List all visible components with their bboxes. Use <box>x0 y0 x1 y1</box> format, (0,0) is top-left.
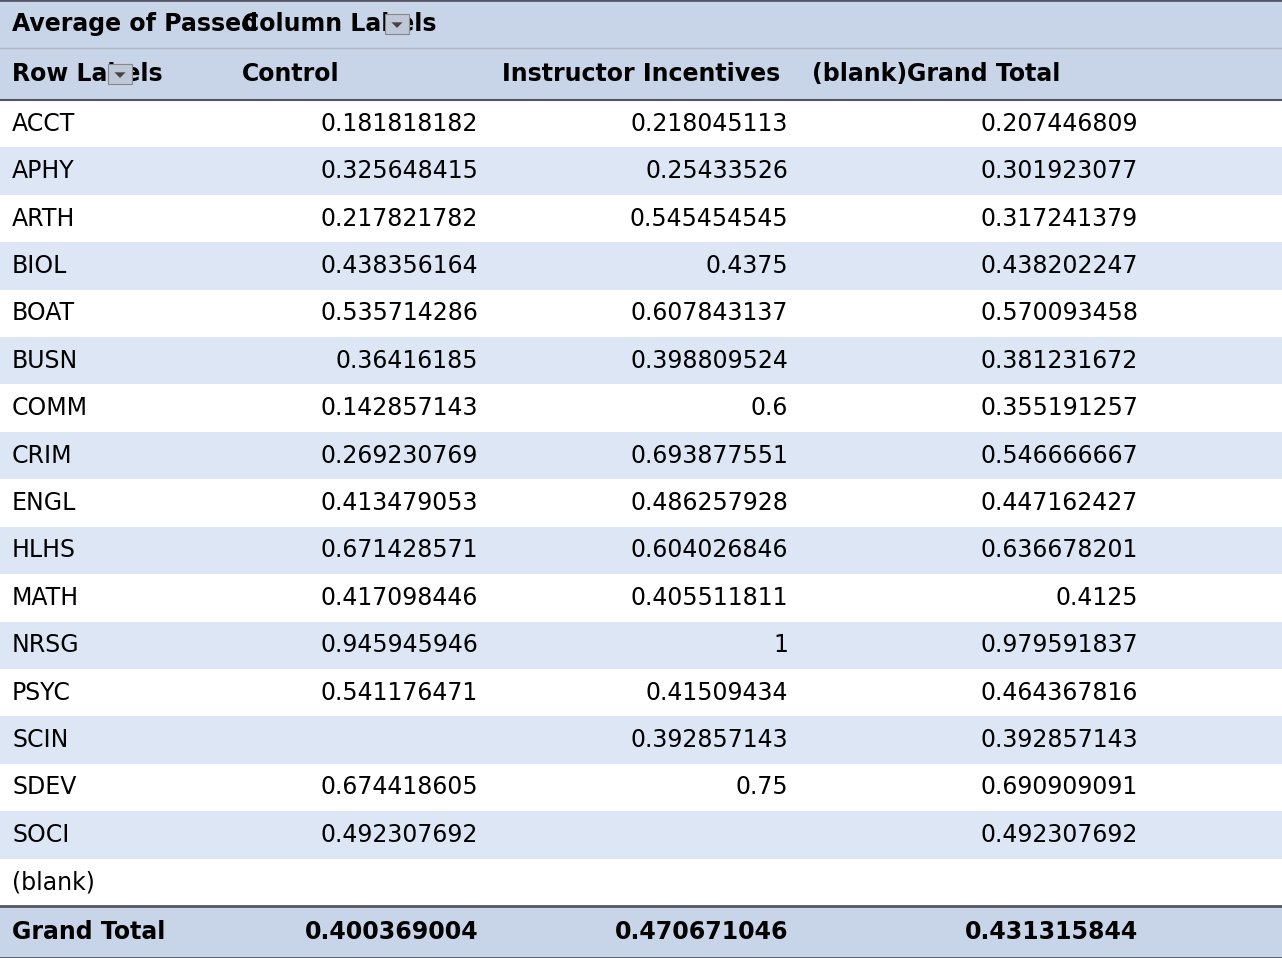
Text: Column Labels: Column Labels <box>242 12 436 36</box>
Text: BOAT: BOAT <box>12 302 76 326</box>
Text: 0.535714286: 0.535714286 <box>320 302 478 326</box>
Text: 0.398809524: 0.398809524 <box>631 349 788 373</box>
Text: 0.470671046: 0.470671046 <box>614 920 788 944</box>
Text: ACCT: ACCT <box>12 112 76 136</box>
Text: 0.636678201: 0.636678201 <box>981 538 1138 562</box>
Text: 0.438356164: 0.438356164 <box>320 254 478 278</box>
Text: 0.541176471: 0.541176471 <box>320 680 478 705</box>
Text: 0.75: 0.75 <box>736 775 788 800</box>
Bar <box>0 48 1282 100</box>
Bar <box>0 717 1282 764</box>
Text: 0.413479053: 0.413479053 <box>320 491 478 515</box>
Text: 0.405511811: 0.405511811 <box>631 586 788 610</box>
Bar <box>108 64 132 84</box>
Text: 0.417098446: 0.417098446 <box>320 586 478 610</box>
Text: 0.207446809: 0.207446809 <box>981 112 1138 136</box>
Bar <box>0 479 1282 527</box>
Text: Grand Total: Grand Total <box>906 62 1060 86</box>
Text: 0.269230769: 0.269230769 <box>320 444 478 468</box>
Text: BUSN: BUSN <box>12 349 78 373</box>
Text: ARTH: ARTH <box>12 207 76 231</box>
Text: Row Labels: Row Labels <box>12 62 163 86</box>
Text: 0.545454545: 0.545454545 <box>629 207 788 231</box>
Text: 0.438202247: 0.438202247 <box>981 254 1138 278</box>
Text: 0.431315844: 0.431315844 <box>965 920 1138 944</box>
Text: Control: Control <box>242 62 340 86</box>
Text: 0.607843137: 0.607843137 <box>631 302 788 326</box>
Text: 0.4125: 0.4125 <box>1055 586 1138 610</box>
Text: 0.301923077: 0.301923077 <box>981 159 1138 183</box>
Text: 0.604026846: 0.604026846 <box>631 538 788 562</box>
Bar <box>0 622 1282 669</box>
Text: HLHS: HLHS <box>12 538 76 562</box>
Text: NRSG: NRSG <box>12 633 79 657</box>
Bar <box>0 432 1282 479</box>
Text: 0.492307692: 0.492307692 <box>320 823 478 847</box>
Text: 0.142857143: 0.142857143 <box>320 397 478 421</box>
Text: 0.36416185: 0.36416185 <box>336 349 478 373</box>
Text: 0.674418605: 0.674418605 <box>320 775 478 800</box>
Text: 0.693877551: 0.693877551 <box>631 444 788 468</box>
Text: 0.355191257: 0.355191257 <box>981 397 1138 421</box>
Text: 0.392857143: 0.392857143 <box>981 728 1138 752</box>
Text: ENGL: ENGL <box>12 491 77 515</box>
Bar <box>0 0 1282 48</box>
Text: 0.325648415: 0.325648415 <box>320 159 478 183</box>
Text: MATH: MATH <box>12 586 79 610</box>
Text: 0.41509434: 0.41509434 <box>646 680 788 705</box>
Text: SCIN: SCIN <box>12 728 68 752</box>
Text: SDEV: SDEV <box>12 775 77 800</box>
Text: 0.690909091: 0.690909091 <box>981 775 1138 800</box>
Text: 0.217821782: 0.217821782 <box>320 207 478 231</box>
Text: 0.181818182: 0.181818182 <box>320 112 478 136</box>
Text: 0.671428571: 0.671428571 <box>320 538 478 562</box>
Bar <box>0 100 1282 148</box>
Bar <box>0 906 1282 958</box>
Text: (blank): (blank) <box>12 870 95 895</box>
Text: SOCI: SOCI <box>12 823 69 847</box>
Bar <box>0 337 1282 384</box>
Bar <box>0 148 1282 194</box>
Text: (blank): (blank) <box>812 62 908 86</box>
Bar <box>0 194 1282 242</box>
Bar <box>0 289 1282 337</box>
Bar <box>0 242 1282 289</box>
Text: 0.464367816: 0.464367816 <box>981 680 1138 705</box>
Bar <box>0 669 1282 717</box>
Text: Grand Total: Grand Total <box>12 920 165 944</box>
Bar <box>0 384 1282 432</box>
Text: 0.25433526: 0.25433526 <box>645 159 788 183</box>
Bar <box>0 811 1282 858</box>
Text: 0.4375: 0.4375 <box>705 254 788 278</box>
Text: 1: 1 <box>773 633 788 657</box>
Bar <box>0 527 1282 574</box>
Polygon shape <box>391 22 403 28</box>
Text: 0.392857143: 0.392857143 <box>631 728 788 752</box>
Text: 0.570093458: 0.570093458 <box>979 302 1138 326</box>
Text: Instructor Incentives: Instructor Incentives <box>503 62 781 86</box>
Text: 0.486257928: 0.486257928 <box>631 491 788 515</box>
Text: CRIM: CRIM <box>12 444 73 468</box>
Bar <box>0 764 1282 811</box>
Bar <box>0 574 1282 622</box>
Text: 0.979591837: 0.979591837 <box>981 633 1138 657</box>
Text: 0.381231672: 0.381231672 <box>981 349 1138 373</box>
Text: Average of Passed: Average of Passed <box>12 12 258 36</box>
Text: 0.945945946: 0.945945946 <box>320 633 478 657</box>
Bar <box>0 858 1282 906</box>
Text: COMM: COMM <box>12 397 88 421</box>
Text: 0.6: 0.6 <box>751 397 788 421</box>
Text: BIOL: BIOL <box>12 254 68 278</box>
Text: 0.546666667: 0.546666667 <box>981 444 1138 468</box>
Polygon shape <box>114 72 126 78</box>
Text: 0.492307692: 0.492307692 <box>981 823 1138 847</box>
Text: 0.400369004: 0.400369004 <box>304 920 478 944</box>
Text: APHY: APHY <box>12 159 74 183</box>
Text: 0.317241379: 0.317241379 <box>981 207 1138 231</box>
Text: PSYC: PSYC <box>12 680 71 705</box>
Text: 0.218045113: 0.218045113 <box>631 112 788 136</box>
Bar <box>385 14 409 34</box>
Text: 0.447162427: 0.447162427 <box>981 491 1138 515</box>
